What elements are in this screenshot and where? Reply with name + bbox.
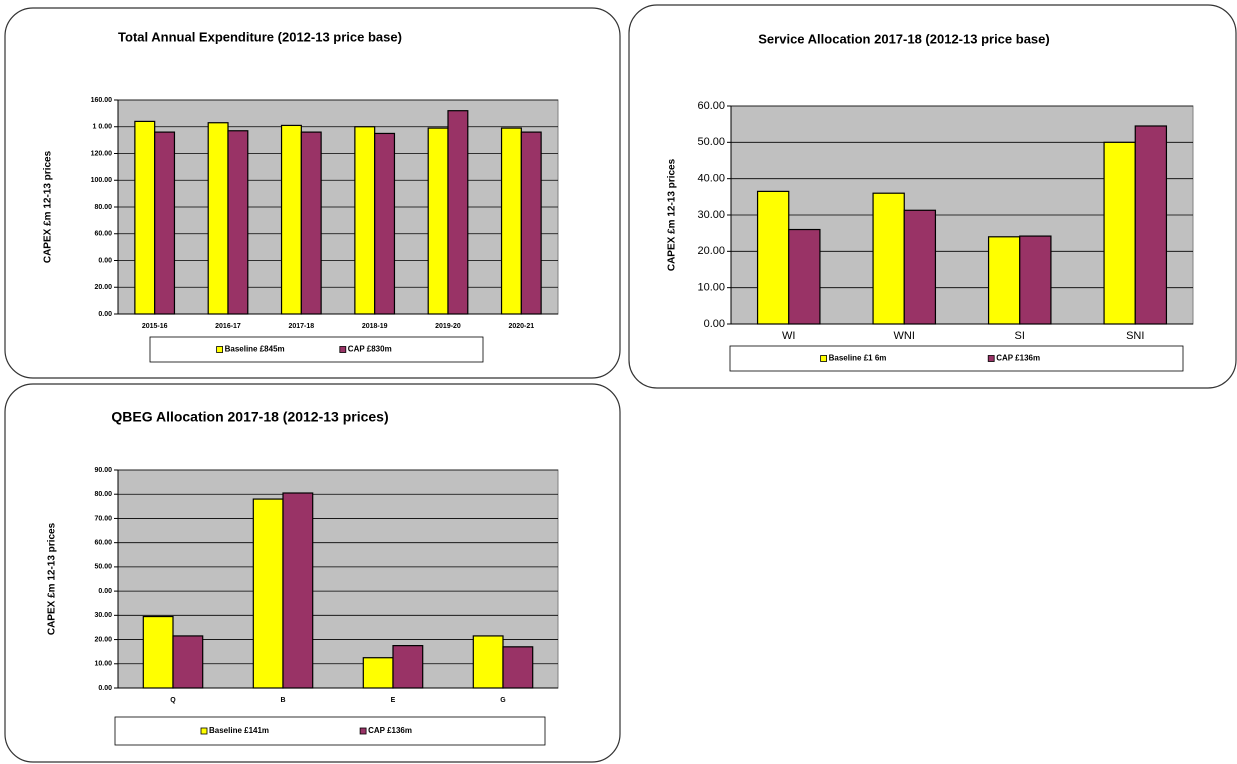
x-tick-label: SI (1015, 330, 1025, 342)
legend (114, 716, 546, 746)
bar (134, 120, 156, 315)
x-tick-label: 2015-16 (142, 323, 168, 330)
y-tick-label: 30.00 (697, 209, 725, 221)
x-tick-label: 2019-20 (435, 323, 461, 330)
y-tick-label: 100.00 (91, 177, 113, 184)
bar (282, 492, 314, 689)
bar (472, 635, 504, 689)
bar (280, 124, 302, 315)
y-tick-label: 60.00 (697, 100, 725, 112)
x-tick-label: 2017-18 (288, 323, 314, 330)
legend-label: CAP £136m (996, 354, 1040, 363)
bar (154, 131, 176, 315)
bar (374, 132, 396, 315)
bar (756, 190, 790, 325)
x-tick-label: E (391, 697, 396, 704)
y-tick-label: 0.00 (98, 685, 112, 692)
bar (207, 122, 229, 315)
legend-swatch (987, 355, 995, 362)
y-tick-label: 10.00 (94, 661, 112, 668)
bar (788, 228, 821, 325)
chart-title: Service Allocation 2017-18 (2012-13 pric… (758, 31, 1049, 46)
y-tick-label: 80.00 (94, 491, 112, 498)
bar (1103, 141, 1136, 325)
legend-swatch (359, 727, 367, 735)
y-tick-label: 40.00 (697, 173, 725, 185)
bar (1019, 235, 1052, 325)
legend-swatch (339, 346, 347, 353)
x-tick-label: 2020-21 (508, 323, 534, 330)
legend-swatch (216, 346, 224, 353)
bar (392, 645, 424, 689)
y-tick-label: 120.00 (91, 150, 113, 157)
bar (500, 127, 522, 315)
bar (903, 209, 937, 325)
y-tick-label: 0.00 (98, 257, 112, 264)
chart-title: QBEG Allocation 2017-18 (2012-13 prices) (111, 409, 388, 425)
legend-label: Baseline £141m (209, 726, 269, 735)
bar (1134, 125, 1168, 325)
y-tick-label: 20.00 (697, 245, 725, 257)
y-tick-label: 20.00 (94, 636, 112, 643)
bar (447, 110, 469, 315)
y-axis-label: CAPEX £m 12-13 prices (47, 522, 58, 635)
y-tick-label: 0.00 (98, 588, 112, 595)
y-tick-label: 80.00 (94, 204, 112, 211)
y-tick-label: 50.00 (94, 564, 112, 571)
legend-swatch (820, 355, 827, 362)
x-tick-label: G (500, 697, 506, 704)
x-tick-label: B (280, 697, 285, 704)
legend (149, 336, 484, 363)
y-tick-label: 70.00 (94, 515, 112, 522)
x-tick-label: SNI (1126, 330, 1144, 342)
x-tick-label: Q (170, 697, 176, 704)
y-tick-label: 90.00 (94, 467, 112, 474)
bar (502, 646, 534, 689)
y-tick-label: 0.00 (98, 311, 112, 318)
bar (227, 130, 249, 315)
y-axis-label: CAPEX £m 12-13 prices (43, 150, 54, 263)
y-tick-label: 160.00 (91, 97, 113, 104)
y-tick-label: 50.00 (697, 136, 725, 148)
y-tick-label: 60.00 (94, 540, 112, 547)
bar (872, 192, 905, 325)
legend-swatch (200, 727, 208, 735)
bar (172, 635, 204, 689)
bar (987, 236, 1021, 325)
x-tick-label: 2018-19 (362, 323, 388, 330)
bar (427, 127, 449, 315)
x-tick-label: WNI (894, 330, 915, 342)
x-tick-label: WI (782, 330, 795, 342)
legend-label: CAP £830m (348, 345, 392, 354)
y-tick-label: 0.00 (704, 318, 725, 330)
bar (362, 657, 394, 689)
y-tick-label: 60.00 (94, 231, 112, 238)
chart-title: Total Annual Expenditure (2012-13 price … (118, 29, 402, 44)
y-tick-label: 30.00 (94, 612, 112, 619)
bar (142, 615, 174, 689)
bar (354, 126, 376, 315)
bar (300, 131, 322, 315)
legend-label: CAP £136m (368, 726, 412, 735)
y-axis-label: CAPEX £m 12-13 prices (667, 158, 678, 271)
legend-label: Baseline £845m (225, 345, 285, 354)
y-tick-label: 20.00 (94, 284, 112, 291)
x-tick-label: 2016-17 (215, 323, 241, 330)
y-tick-label: 10.00 (697, 282, 725, 294)
y-tick-label: 1 0.00 (93, 124, 113, 131)
bar (252, 498, 284, 689)
bar (520, 131, 542, 315)
legend (729, 345, 1184, 372)
legend-label: Baseline £1 6m (829, 354, 887, 363)
